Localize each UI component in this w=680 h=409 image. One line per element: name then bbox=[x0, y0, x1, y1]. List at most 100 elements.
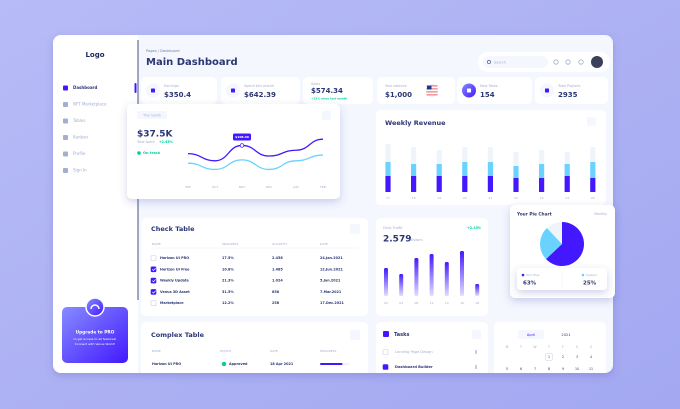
search-icon bbox=[487, 60, 491, 64]
calendar-day: 9 bbox=[562, 367, 564, 371]
table-cell: Horizon UI PRO bbox=[160, 256, 189, 260]
checkbox[interactable] bbox=[150, 255, 157, 261]
weekday-label: T bbox=[547, 345, 550, 349]
x-tick-label: 00 bbox=[384, 301, 388, 305]
avatar[interactable] bbox=[591, 56, 603, 68]
header-icon[interactable] bbox=[553, 59, 559, 65]
nav-icon bbox=[63, 151, 68, 157]
page-title: Main Dashboard bbox=[146, 57, 238, 68]
bar-segment bbox=[436, 176, 442, 192]
checkbox[interactable] bbox=[150, 277, 157, 284]
bar bbox=[399, 274, 404, 296]
table-cell: Approved bbox=[229, 362, 248, 366]
table-cell: Horizon UI Free bbox=[160, 267, 190, 271]
stat-label: Spend this month bbox=[244, 84, 274, 88]
nav-icon bbox=[63, 168, 68, 173]
header-icon[interactable] bbox=[578, 59, 584, 65]
tooltip-label: $108.00 bbox=[235, 135, 249, 139]
checkbox[interactable] bbox=[382, 349, 389, 355]
bar-segment bbox=[487, 162, 493, 176]
card bbox=[127, 104, 340, 199]
line-series bbox=[187, 154, 324, 171]
weekday-label: S bbox=[576, 345, 578, 349]
period-button-label: This month bbox=[142, 113, 161, 117]
bar bbox=[429, 254, 434, 296]
x-tick-label: OCT bbox=[212, 185, 218, 189]
table-cell: 5.Jan.2021 bbox=[320, 279, 341, 283]
legend-value: 25% bbox=[583, 281, 597, 287]
table-cell: 10.8% bbox=[222, 267, 234, 271]
table-cell: 17.Dec.2021 bbox=[320, 301, 344, 305]
weekday-label: S bbox=[590, 345, 592, 349]
checkmark bbox=[152, 279, 156, 283]
stat-value: $350.4 bbox=[164, 91, 191, 99]
bar-segment bbox=[487, 147, 493, 162]
period-select: Monthly bbox=[594, 212, 607, 216]
drag-handle bbox=[475, 365, 477, 369]
stat-value: 154 bbox=[480, 91, 495, 99]
pie-slice bbox=[545, 222, 585, 267]
bar-segment bbox=[411, 164, 417, 176]
x-tick-label: JAN bbox=[292, 185, 298, 189]
legend-label: System bbox=[586, 273, 597, 277]
table-cell: Venus 3D Asset bbox=[160, 290, 190, 294]
chart-menu-button[interactable] bbox=[322, 111, 331, 120]
card bbox=[221, 77, 300, 104]
flag-canton bbox=[427, 85, 432, 90]
bar-segment bbox=[590, 147, 596, 162]
x-tick-label: 17 bbox=[386, 196, 390, 200]
month-select[interactable] bbox=[518, 330, 544, 339]
card-title: Check Table bbox=[151, 225, 195, 233]
menu-button[interactable] bbox=[350, 224, 360, 234]
nav-item: Tables bbox=[72, 118, 85, 123]
column-header: NAME bbox=[152, 349, 161, 353]
status: On track bbox=[143, 151, 161, 155]
x-tick-label: 20 bbox=[463, 196, 467, 200]
bar-segment bbox=[539, 164, 545, 178]
bar bbox=[444, 262, 449, 296]
stat-label: Your balance bbox=[385, 84, 407, 88]
calendar-day: 6 bbox=[520, 367, 522, 371]
flag-stripe bbox=[426, 94, 438, 96]
column-header: STATUS bbox=[220, 349, 231, 353]
stat-note: +23% since last month bbox=[311, 97, 347, 101]
table-cell: 2.458 bbox=[272, 256, 283, 260]
table-cell: Weekly Update bbox=[160, 279, 190, 283]
search-box[interactable] bbox=[483, 56, 548, 68]
stat-label: Sales bbox=[311, 82, 320, 86]
checkbox[interactable] bbox=[150, 289, 157, 295]
legend-value: 63% bbox=[523, 281, 537, 287]
header-icon[interactable] bbox=[565, 59, 571, 65]
card bbox=[141, 322, 368, 373]
total-value: $37.5K bbox=[137, 130, 173, 140]
legend-dot bbox=[521, 273, 525, 277]
stat-value: 2935 bbox=[558, 91, 578, 99]
nav-icon bbox=[63, 135, 68, 140]
line-series bbox=[187, 138, 324, 162]
column-header: DATE bbox=[320, 242, 328, 246]
x-tick-label: 25 bbox=[591, 196, 595, 200]
legend-label: Your files bbox=[526, 273, 540, 277]
card-title: Weekly Revenue bbox=[385, 119, 446, 127]
checkbox[interactable] bbox=[150, 300, 157, 307]
table-cell: Horizon UI PRO bbox=[152, 362, 181, 366]
menu-button[interactable] bbox=[472, 330, 481, 339]
checkbox[interactable] bbox=[382, 364, 389, 370]
x-tick-label: 12 bbox=[430, 301, 434, 305]
status-dot bbox=[137, 151, 141, 155]
stat-icon-glyph bbox=[151, 88, 155, 93]
x-tick-label: DEC bbox=[266, 185, 272, 189]
nav-item: Sign In bbox=[73, 168, 87, 173]
chart-menu-button[interactable] bbox=[587, 117, 596, 126]
checkbox[interactable] bbox=[150, 266, 157, 273]
bar-segment bbox=[385, 162, 391, 176]
menu-button[interactable] bbox=[350, 330, 360, 340]
traffic-change: +2.45% bbox=[467, 226, 482, 230]
card bbox=[494, 322, 606, 373]
bar-segment bbox=[436, 150, 442, 164]
period-button[interactable] bbox=[137, 111, 167, 119]
x-tick-label: 18 bbox=[475, 301, 479, 305]
stat-label: Total Projects bbox=[557, 84, 581, 88]
bar-segment bbox=[539, 178, 545, 192]
